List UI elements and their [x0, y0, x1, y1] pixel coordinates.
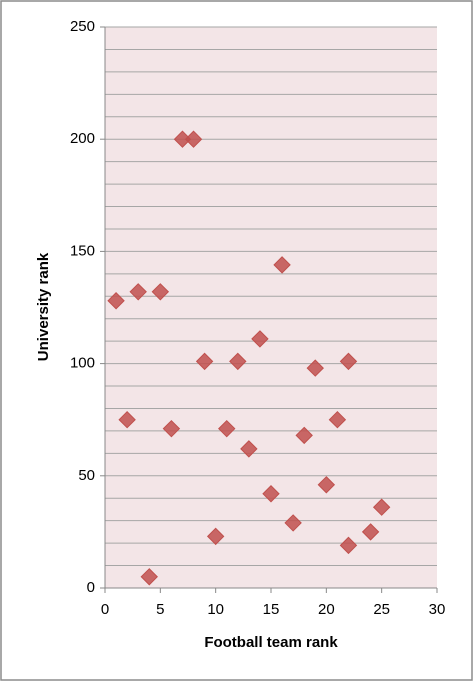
data-point — [140, 568, 158, 586]
x-tick-label: 0 — [101, 601, 109, 618]
data-point — [218, 419, 236, 438]
y-tick-label: 50 — [78, 467, 95, 484]
data-point — [339, 352, 358, 371]
data-point — [251, 330, 269, 348]
data-point — [361, 523, 380, 541]
x-tick-label: 20 — [318, 601, 335, 618]
data-point — [195, 352, 214, 371]
data-point — [129, 283, 147, 301]
data-point — [151, 283, 170, 301]
data-point — [229, 352, 247, 371]
data-point — [240, 440, 258, 458]
y-tick-label: 150 — [70, 242, 95, 259]
data-point — [339, 536, 358, 555]
y-tick-label: 0 — [87, 579, 95, 596]
data-point — [262, 485, 280, 503]
data-point — [317, 476, 336, 494]
y-tick-label: 250 — [70, 18, 95, 35]
y-tick-label: 100 — [70, 355, 95, 372]
data-point — [273, 256, 291, 274]
data-point — [107, 292, 125, 310]
data-point — [328, 410, 347, 429]
data-point — [118, 410, 136, 429]
x-tick-label: 25 — [373, 601, 390, 618]
x-tick-label: 10 — [207, 601, 224, 618]
data-point — [206, 527, 225, 546]
y-tick-label: 200 — [70, 130, 95, 147]
data-point — [284, 514, 302, 532]
data-point — [295, 426, 313, 445]
data-point — [306, 359, 324, 377]
data-point — [184, 130, 203, 148]
plot-area — [105, 27, 437, 588]
x-tick-label: 5 — [156, 601, 164, 618]
data-point — [162, 419, 181, 438]
x-axis-title: Football team rank — [204, 634, 338, 651]
x-tick-label: 30 — [429, 601, 446, 618]
y-axis-title: University rank — [35, 252, 52, 361]
data-point — [372, 498, 391, 516]
x-tick-label: 15 — [263, 601, 280, 618]
